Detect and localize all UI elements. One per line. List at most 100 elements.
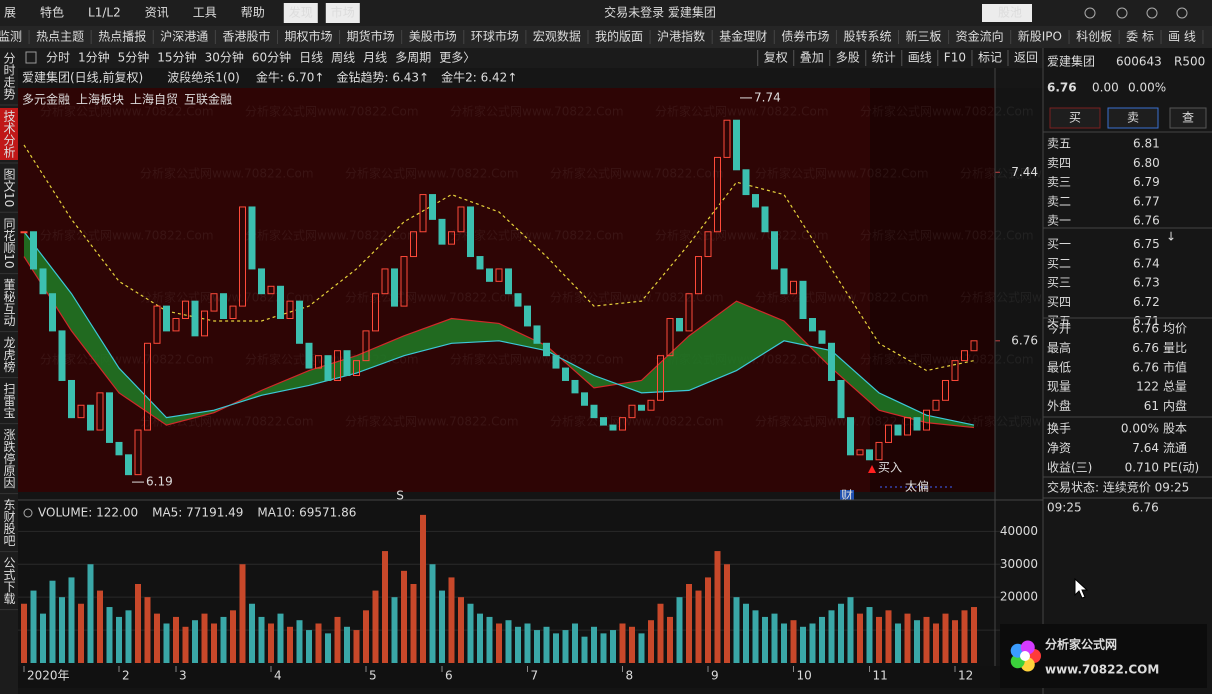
- volume-bar: [467, 603, 474, 663]
- period-item[interactable]: 月线: [363, 51, 387, 65]
- period-item[interactable]: 15分钟: [157, 50, 196, 65]
- menu-item[interactable]: L1/L2: [88, 6, 121, 20]
- stat-label: 最高: [1047, 340, 1071, 355]
- nav-item[interactable]: 监测: [0, 30, 22, 44]
- menu-highlight: [283, 3, 318, 23]
- nav-item[interactable]: 沪港指数: [657, 29, 705, 44]
- volume-bar: [249, 603, 255, 663]
- menu-item[interactable]: 资讯: [145, 6, 169, 20]
- volume-bar: [315, 623, 322, 663]
- watermark: 分析家公式网www.70822.Com: [550, 414, 724, 429]
- period-item[interactable]: 多周期: [395, 51, 431, 65]
- menu-item[interactable]: 帮助: [241, 6, 265, 20]
- sidebar-tab[interactable]: 公式下载: [2, 557, 16, 606]
- pool-button[interactable]: 股池: [998, 6, 1022, 20]
- period-item[interactable]: 周线: [331, 51, 355, 65]
- period-item[interactable]: 1分钟: [78, 50, 110, 65]
- tool-item[interactable]: 叠加: [800, 51, 824, 65]
- sidebar-tab[interactable]: 东财股吧: [2, 498, 16, 546]
- nav-item[interactable]: 热点主题: [36, 30, 84, 44]
- nav-item[interactable]: 新三板: [906, 29, 942, 44]
- sidebar-tab[interactable]: 龙虎榜: [2, 336, 16, 373]
- sidebar-tab[interactable]: 技术分析: [2, 110, 16, 159]
- nav-item[interactable]: 香港股市: [222, 29, 270, 44]
- window-icon[interactable]: [1146, 7, 1158, 19]
- stat-label: 内盘: [1163, 398, 1187, 413]
- nav-item[interactable]: 股转系统: [843, 29, 891, 44]
- nav-item[interactable]: 我的版面: [595, 29, 643, 44]
- period-item[interactable]: 5分钟: [118, 50, 150, 65]
- stat-value: 6.76: [1132, 360, 1159, 374]
- watermark: 分析家公式网www.70822.Com: [755, 290, 929, 305]
- period-item[interactable]: 更多〉: [439, 51, 475, 65]
- tool-item[interactable]: 多股: [836, 51, 860, 65]
- candle: [77, 404, 85, 419]
- x-tick-label: 12: [958, 669, 973, 683]
- nav-item[interactable]: 资金流向: [956, 29, 1004, 44]
- nav-item[interactable]: 新股IPO: [1018, 29, 1062, 44]
- nav-item[interactable]: 委 标: [1126, 30, 1154, 44]
- volume-bar: [705, 577, 711, 663]
- nav-item[interactable]: 沪深港通: [160, 30, 208, 44]
- tool-item[interactable]: 标记: [978, 51, 1002, 65]
- nav-item[interactable]: 画 线: [1168, 30, 1196, 44]
- nav-item[interactable]: 债券市场: [781, 29, 829, 44]
- volume-bar: [581, 636, 588, 663]
- watermark: 分析家公式网www.70822.Com: [140, 166, 314, 181]
- period-item[interactable]: 分时: [46, 51, 70, 65]
- x-tick-label: 3: [179, 669, 187, 683]
- sidebar-tab[interactable]: 同花顺10: [2, 217, 16, 268]
- nav-item[interactable]: 科创板: [1076, 30, 1112, 44]
- volume-bar: [106, 607, 113, 663]
- window-icon[interactable]: [1176, 7, 1188, 19]
- candle: [486, 268, 493, 282]
- window-icon[interactable]: [1084, 7, 1096, 19]
- nav-item[interactable]: 基金理财: [719, 29, 767, 44]
- menu-item[interactable]: 发现: [289, 5, 313, 20]
- menu-item[interactable]: 特色: [40, 5, 64, 20]
- volume-bar: [895, 623, 901, 663]
- nav-item[interactable]: 美股市场: [409, 29, 457, 44]
- candle: [30, 231, 37, 270]
- candle: [600, 417, 607, 426]
- price-pct: 0.00%: [1128, 81, 1166, 95]
- nav-item[interactable]: 宏观数据: [533, 29, 581, 44]
- trade-button[interactable]: 查: [1182, 111, 1194, 125]
- volume-bar: [363, 610, 369, 663]
- menu-item[interactable]: 展: [4, 6, 16, 20]
- nav-item[interactable]: 期权市场: [285, 29, 333, 44]
- trade-button[interactable]: 卖: [1127, 111, 1139, 125]
- tool-item[interactable]: F10: [944, 51, 966, 65]
- menu-item[interactable]: 工具: [193, 6, 217, 20]
- stat-label: 外盘: [1047, 398, 1071, 413]
- volume-tick-label: 20000: [1000, 590, 1038, 604]
- sidebar-tab[interactable]: 董秘互动: [2, 278, 16, 326]
- candle: [400, 256, 408, 307]
- trade-button[interactable]: 买: [1069, 111, 1081, 125]
- tool-item[interactable]: 复权: [764, 51, 788, 65]
- nav-item[interactable]: 热点播报: [98, 29, 146, 44]
- period-item[interactable]: 60分钟: [252, 50, 291, 65]
- sidebar-tab[interactable]: 分时走势: [2, 52, 16, 100]
- tool-item[interactable]: 返回: [1014, 51, 1038, 65]
- nav-item[interactable]: 环球市场: [471, 29, 519, 44]
- sidebar-tab[interactable]: 扫雷宝: [2, 382, 16, 418]
- volume-bar: [515, 626, 521, 663]
- period-item[interactable]: 日线: [299, 51, 323, 65]
- candle: [144, 342, 151, 431]
- window-icon[interactable]: [1116, 7, 1128, 19]
- candle: [837, 379, 845, 419]
- nav-item[interactable]: 期货市场: [347, 29, 395, 44]
- stat-value: 61: [1144, 399, 1159, 413]
- sidebar-tab[interactable]: 图文10: [2, 168, 16, 207]
- period-item[interactable]: 30分钟: [205, 50, 244, 65]
- tool-item[interactable]: 画线: [908, 51, 932, 65]
- x-tick-label: 9: [711, 669, 719, 683]
- volume-bar: [163, 623, 170, 663]
- watermark: 分析家公式网www.70822.Com: [550, 290, 724, 305]
- volume-bar: [353, 630, 360, 663]
- period-bar: [18, 48, 1043, 68]
- tool-item[interactable]: 统计: [872, 51, 896, 65]
- menu-item[interactable]: 市场: [331, 5, 355, 20]
- sidebar-tab[interactable]: 涨跌停原因: [2, 427, 16, 488]
